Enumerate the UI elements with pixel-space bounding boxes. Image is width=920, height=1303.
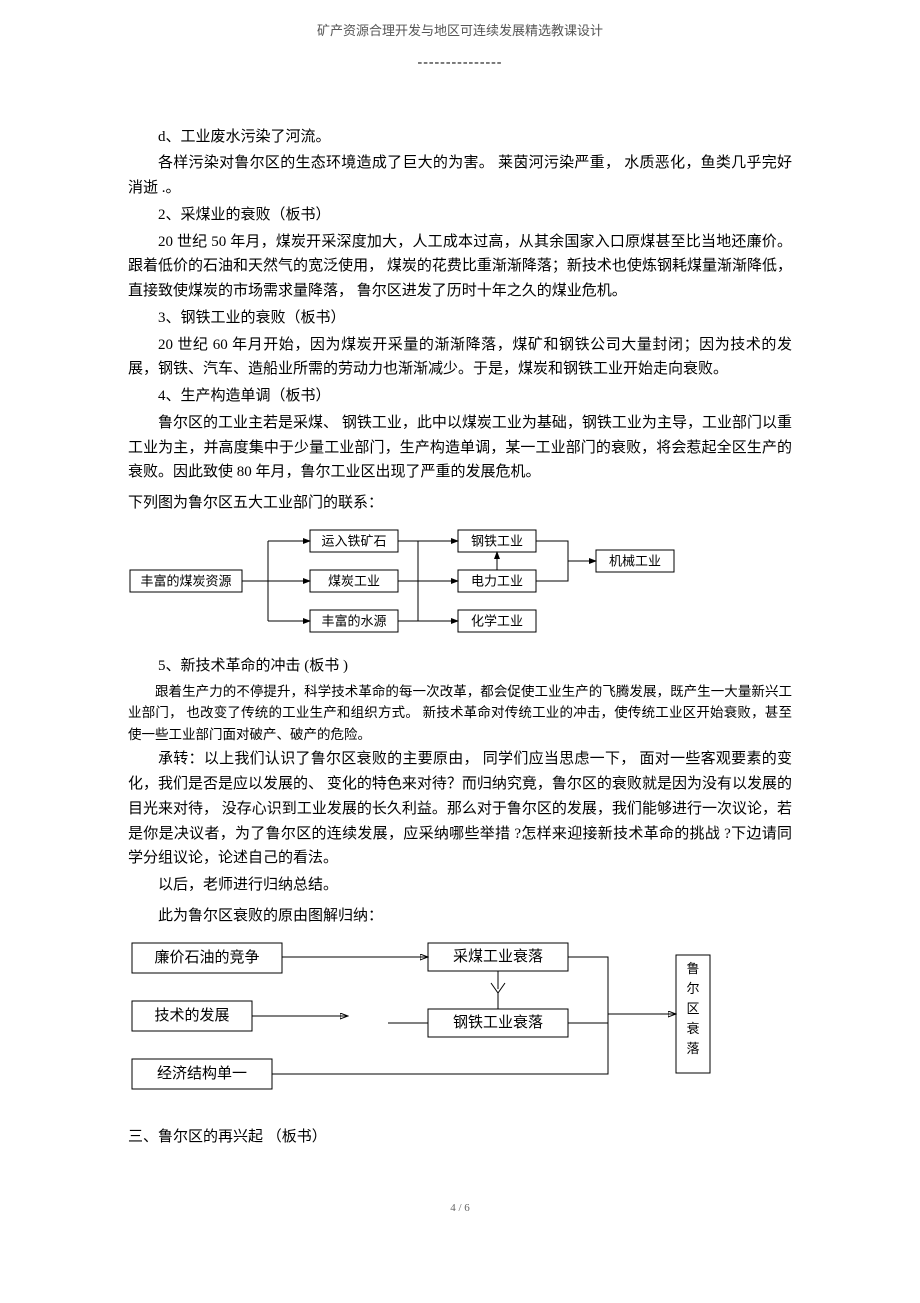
para-tech-rev: 跟着生产力的不停提升，科学技术革命的每一次改革，都会促使工业生产的飞腾发展，既产… xyxy=(128,681,792,746)
para-structure: 鲁尔区的工业主若是采煤、 钢铁工业，此中以煤炭工业为基础，钢铁工业为主导，工业部… xyxy=(128,411,792,485)
heading-section-3: 三、鲁尔区的再兴起 （板书） xyxy=(128,1125,792,1150)
node-oil: 廉价石油的竞争 xyxy=(154,948,259,966)
header-dashes: --------------- xyxy=(128,51,792,74)
diagram2: 廉价石油的竞争 技术的发展 经济结构单一 采煤工业衰落 钢铁工业衰落 鲁 尔 区… xyxy=(128,935,792,1105)
node-machinery: 机械工业 xyxy=(609,553,661,568)
para-transition: 承转：以上我们认识了鲁尔区衰败的主要原由， 同学们应当思虑一下， 面对一些客观要… xyxy=(128,747,792,871)
node-water: 丰富的水源 xyxy=(321,613,386,628)
heading-4: 4、生产构造单调（板书） xyxy=(128,384,792,409)
heading-2: 2、采煤业的衰败（板书） xyxy=(128,203,792,228)
para-1960s: 20 世纪 60 年月开始，因为煤炭开采量的渐渐降落，煤矿和钢铁公司大量封闭；因… xyxy=(128,333,792,383)
node-iron-ore: 运入铁矿石 xyxy=(321,533,386,548)
page-number: 4 / 6 xyxy=(128,1199,792,1217)
diagram1-label: 下列图为鲁尔区五大工业部门的联系： xyxy=(128,491,792,516)
doc-header: 矿产资源合理开发与地区可连续发展精选教课设计 xyxy=(128,20,792,41)
node-ruhr-1: 鲁 xyxy=(686,961,699,976)
node-econ: 经济结构单一 xyxy=(157,1065,247,1082)
node-ruhr-4: 衰 xyxy=(686,1021,699,1036)
node-ruhr-5: 落 xyxy=(686,1041,699,1056)
node-mining-decline: 采煤工业衰落 xyxy=(453,948,543,965)
node-chemical: 化学工业 xyxy=(471,613,523,628)
para-pollution: 各样污染对鲁尔区的生态环境造成了巨大的为害。 莱茵河污染严重， 水质恶化，鱼类几… xyxy=(128,151,792,201)
para-d: d、工业废水污染了河流。 xyxy=(128,125,792,150)
node-power: 电力工业 xyxy=(471,573,523,588)
node-steel: 钢铁工业 xyxy=(471,533,523,548)
para-teacher: 以后，老师进行归纳总结。 xyxy=(128,873,792,898)
para-1950s: 20 世纪 50 年月，煤炭开采深度加大，人工成本过高，从其余国家入口原煤甚至比… xyxy=(128,230,792,304)
node-ruhr-2: 尔 xyxy=(686,981,699,996)
node-coal-industry: 煤炭工业 xyxy=(328,573,380,588)
heading-5: 5、新技术革命的冲击 (板书 ) xyxy=(128,654,792,679)
heading-3: 3、钢铁工业的衰败（板书） xyxy=(128,306,792,331)
node-coal-resource: 丰富的煤炭资源 xyxy=(140,573,231,588)
node-steel-decline: 钢铁工业衰落 xyxy=(453,1014,543,1031)
node-tech: 技术的发展 xyxy=(154,1007,229,1024)
node-ruhr-3: 区 xyxy=(686,1001,699,1016)
diagram2-label: 此为鲁尔区衰败的原由图解归纳： xyxy=(128,904,792,929)
diagram1: 丰富的煤炭资源 运入铁矿石 煤炭工业 丰富的水源 钢铁工业 电力工业 化学工业 … xyxy=(128,522,792,642)
